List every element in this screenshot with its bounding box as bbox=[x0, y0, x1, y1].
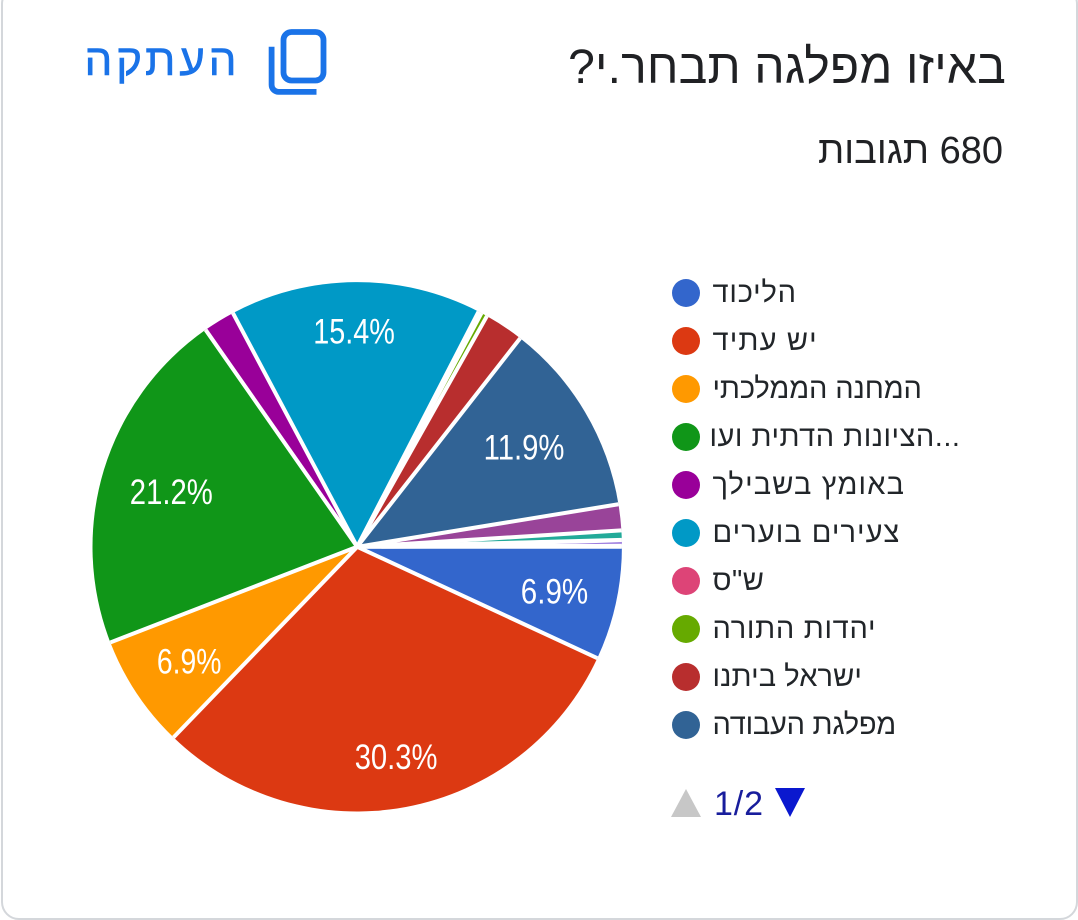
svg-text:6.9%: 6.9% bbox=[521, 572, 588, 611]
svg-text:21.2%: 21.2% bbox=[130, 473, 213, 512]
svg-text:30.3%: 30.3% bbox=[355, 738, 438, 777]
svg-text:6.9%: 6.9% bbox=[157, 642, 222, 681]
svg-text:15.4%: 15.4% bbox=[313, 312, 395, 351]
svg-text:11.9%: 11.9% bbox=[484, 429, 565, 468]
